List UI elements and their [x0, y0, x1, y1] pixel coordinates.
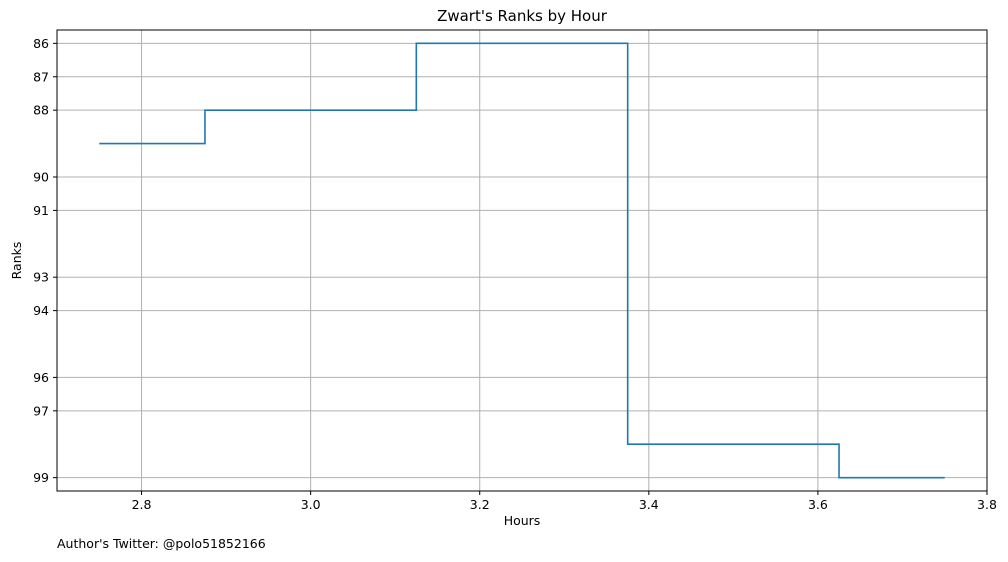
y-tick-label: 94: [33, 303, 49, 318]
author-credit: Author's Twitter: @polo51852166: [57, 536, 266, 551]
plot-frame: [56, 29, 988, 492]
y-tick-label: 86: [33, 36, 49, 51]
y-tick-label: 90: [33, 169, 49, 184]
y-axis-label: Ranks: [9, 242, 24, 280]
x-tick-label: 3.8: [977, 497, 997, 512]
y-tick-label: 96: [33, 370, 49, 385]
x-tick-label: 3.2: [470, 497, 490, 512]
series-layer: [99, 42, 945, 479]
y-tick-label: 99: [33, 470, 49, 485]
y-tick-label: 87: [33, 69, 49, 84]
rank-step-line: [99, 42, 945, 479]
y-axis-ticks: 86 87 88 90 91 93 94 96 97 99: [33, 36, 57, 485]
x-tick-label: 2.8: [132, 497, 152, 512]
x-tick-label: 3.6: [808, 497, 828, 512]
chart-title: Zwart's Ranks by Hour: [437, 7, 608, 25]
y-tick-label: 97: [33, 403, 49, 418]
y-tick-label: 93: [33, 270, 49, 285]
x-tick-label: 3.0: [301, 497, 321, 512]
y-tick-label: 91: [33, 203, 49, 218]
y-tick-label: 88: [33, 103, 49, 118]
grid: [57, 30, 988, 491]
x-axis-label: Hours: [504, 513, 541, 528]
x-axis-ticks: 2.8 3.0 3.2 3.4 3.6 3.8: [132, 491, 997, 512]
x-tick-label: 3.4: [639, 497, 659, 512]
